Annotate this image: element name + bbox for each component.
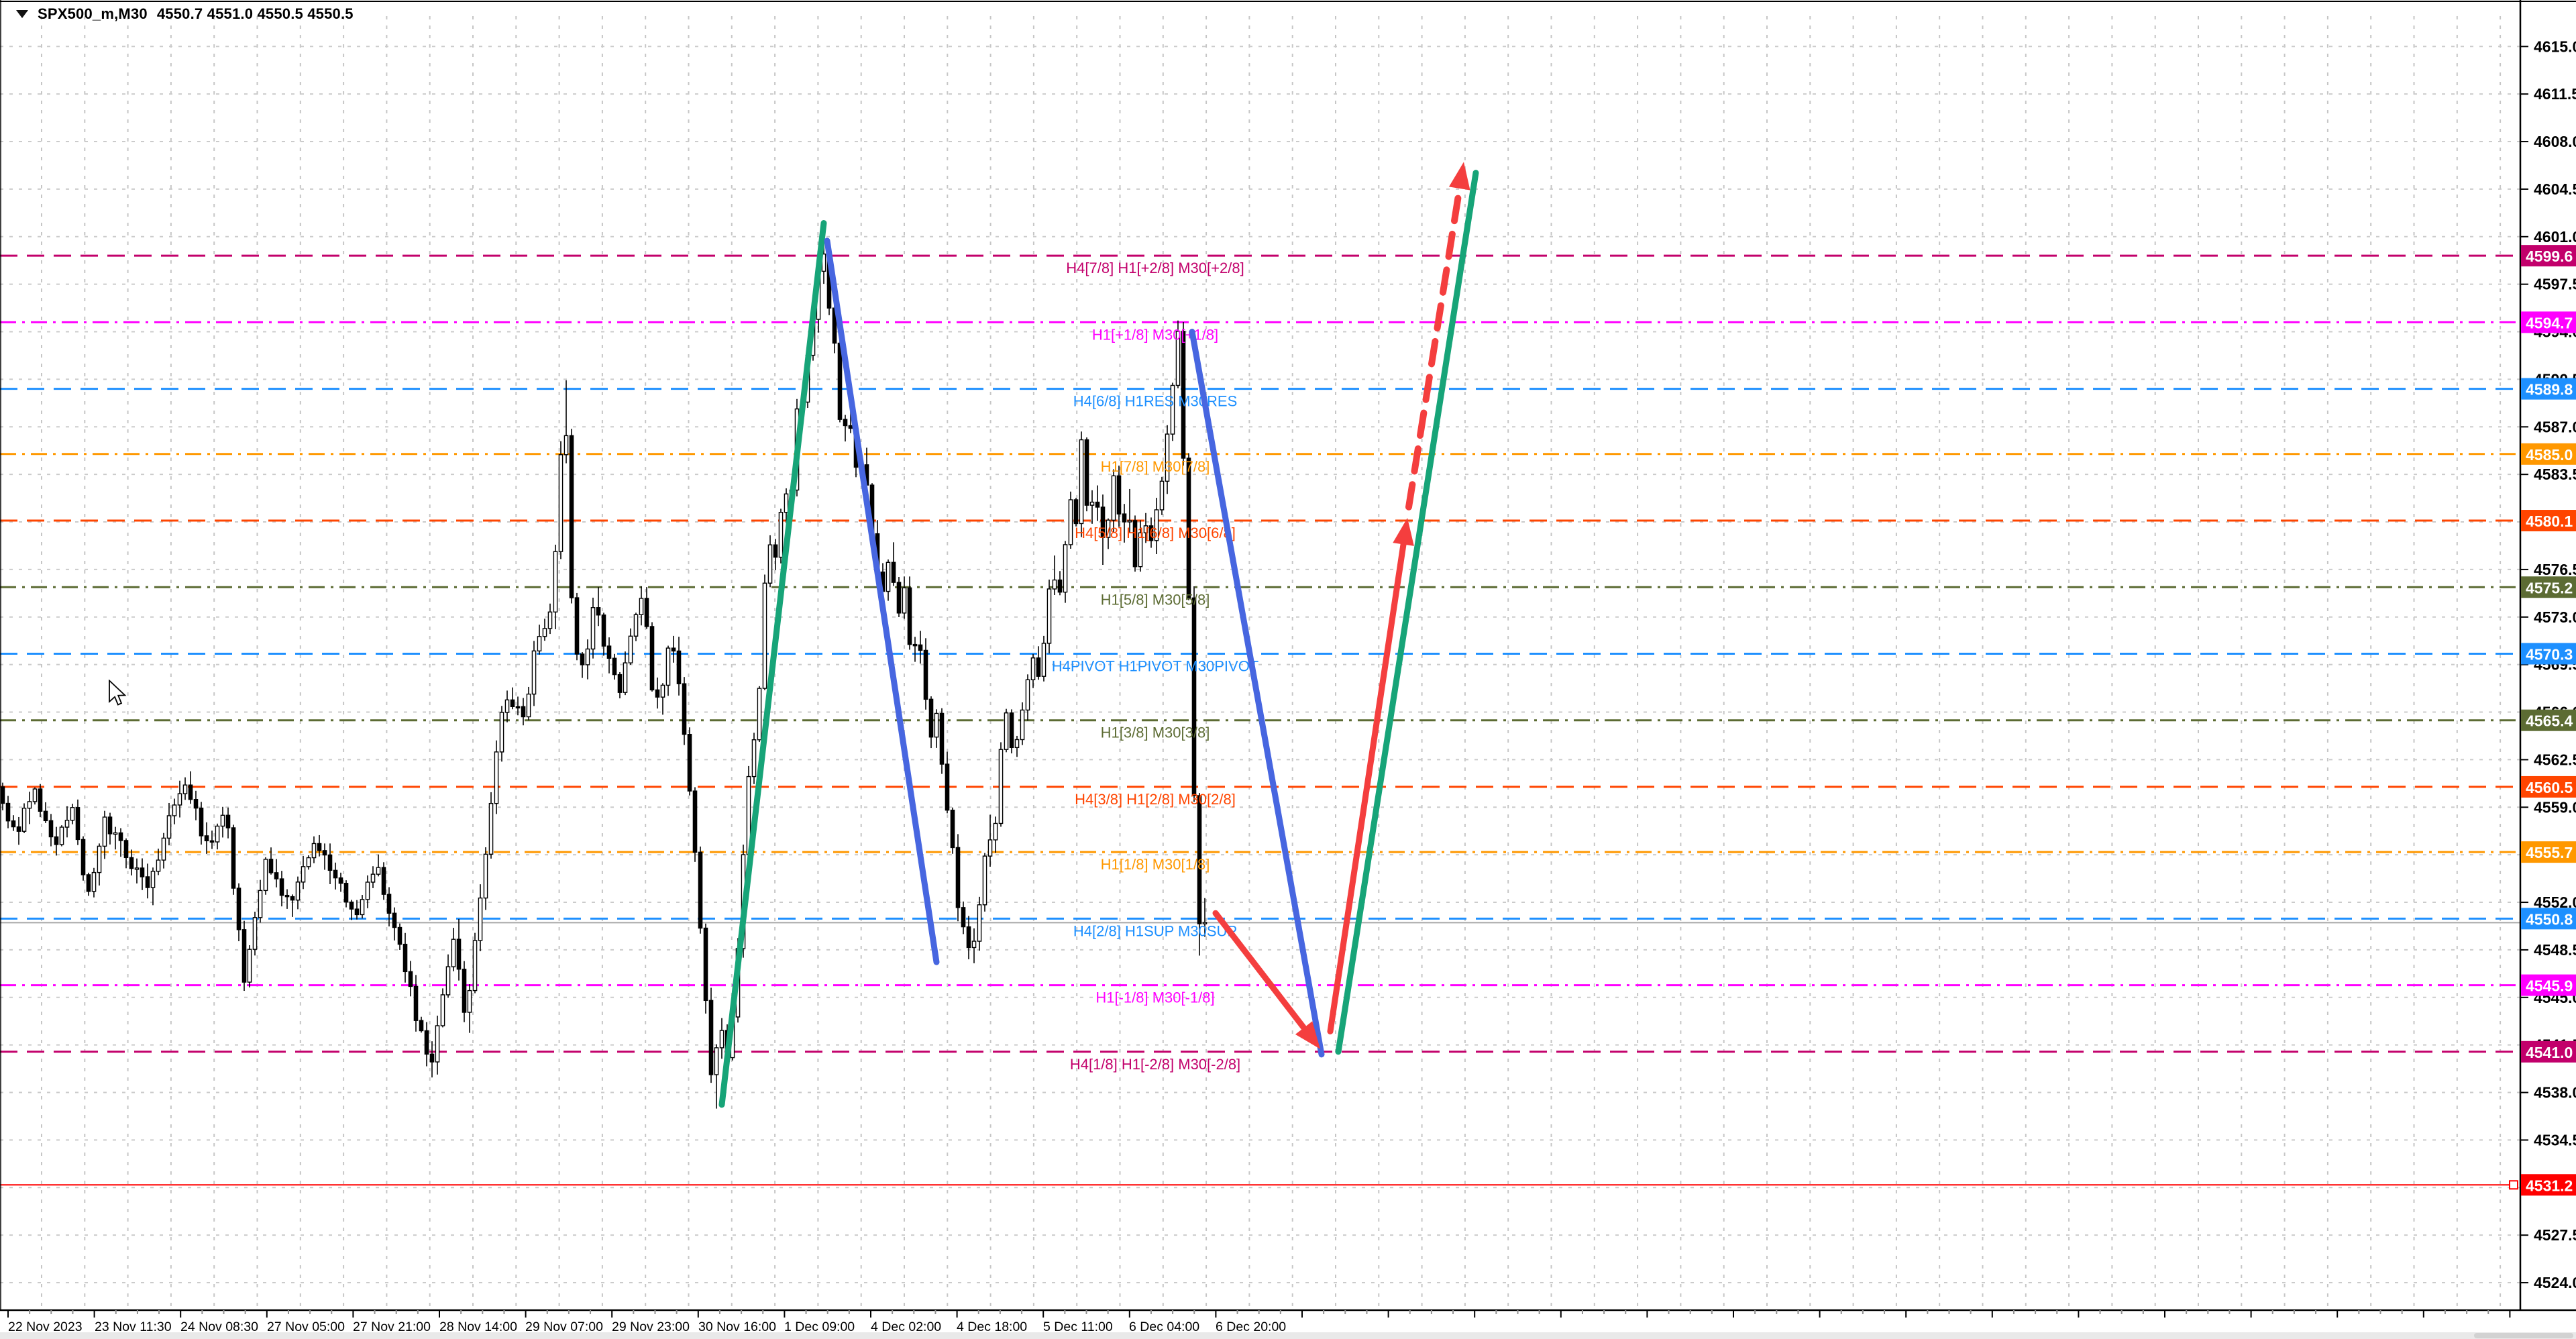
time-tick-label: 22 Nov 2023 (8, 1320, 83, 1334)
svg-text:4594.7: 4594.7 (2526, 314, 2573, 331)
price-tick-label: 4601.0 (2534, 228, 2576, 246)
up-leg-1[interactable] (718, 220, 827, 1108)
price-tick-label: 4587.0 (2534, 418, 2576, 435)
price-tag: 4550.8 (2521, 908, 2576, 930)
chart-frame (0, 0, 2576, 1311)
svg-text:4555.7: 4555.7 (2526, 844, 2573, 861)
chart-ohlc-quote: 4550.7 4551.0 4550.5 4550.5 (156, 5, 354, 22)
price-tag: 4575.2 (2521, 576, 2576, 598)
price-tick-label: 4608.0 (2534, 133, 2576, 150)
svg-text:4589.8: 4589.8 (2526, 381, 2573, 398)
time-tick-label: 24 Nov 08:30 (180, 1320, 258, 1334)
price-tag: 4560.5 (2521, 775, 2576, 798)
chart-menu-arrow-icon[interactable] (16, 10, 28, 18)
grid (0, 16, 2520, 1310)
price-tag: 4545.9 (2521, 974, 2576, 996)
level-label: H4[3/8] H1[2/8] M30[2/8] (1075, 791, 1236, 808)
level-label: H1[+1/8] M30[+1/8] (1092, 326, 1218, 343)
chart-title-bar: SPX500_m,M30 4550.7 4551.0 4550.5 4550.5 (16, 5, 354, 23)
candlesticks (0, 237, 1208, 1109)
price-tick-label: 4562.5 (2534, 751, 2576, 768)
red-dashed-up-arrow[interactable] (1405, 162, 1470, 511)
horizontal-scrollbar-track[interactable] (0, 1332, 2576, 1339)
time-tick-label: 30 Nov 16:00 (698, 1320, 776, 1334)
red-up-arrow[interactable] (1327, 517, 1414, 1034)
price-tick-label: 4611.5 (2534, 85, 2576, 103)
horizontal-line-object[interactable] (0, 1180, 2518, 1190)
time-tick-label: 1 Dec 09:00 (784, 1320, 855, 1334)
svg-text:4565.4: 4565.4 (2526, 712, 2573, 730)
svg-text:4541.0: 4541.0 (2526, 1044, 2573, 1061)
time-tick-label: 28 Nov 14:00 (439, 1320, 517, 1334)
level-label: H1[-1/8] M30[-1/8] (1095, 989, 1214, 1006)
svg-text:4599.6: 4599.6 (2526, 248, 2573, 265)
level-label: H4[7/8] H1[+2/8] M30[+2/8] (1066, 260, 1244, 276)
level-label: H4[6/8] H1RES M30RES (1073, 393, 1238, 410)
time-tick-label: 27 Nov 05:00 (267, 1320, 345, 1334)
svg-text:4550.8: 4550.8 (2526, 910, 2573, 928)
price-tick-label: 4597.5 (2534, 276, 2576, 293)
price-tag: 4585.0 (2521, 443, 2576, 465)
murrey-level-labels: H4[7/8] H1[+2/8] M30[+2/8] H1[+1/8] M30[+… (1052, 260, 1259, 1073)
mouse-cursor-icon (109, 680, 127, 706)
time-tick-label: 6 Dec 04:00 (1129, 1320, 1199, 1334)
price-tick-label: 4573.0 (2534, 608, 2576, 626)
chart-symbol-period: SPX500_m,M30 (38, 5, 148, 22)
price-tick-label: 4604.5 (2534, 180, 2576, 198)
price-tag: 4599.6 (2521, 245, 2576, 267)
horizontal-scrollbar-thumb[interactable] (2474, 1333, 2573, 1338)
level-label: H4[5/8] H1[6/8] M30[6/8] (1075, 525, 1236, 541)
up-leg-2[interactable] (1335, 170, 1479, 1055)
price-tag: 4555.7 (2521, 841, 2576, 863)
price-tick-label: 4583.5 (2534, 466, 2576, 483)
level-label: H1[1/8] M30[1/8] (1101, 856, 1210, 873)
svg-text:4575.2: 4575.2 (2526, 579, 2573, 596)
price-tick-label: 4576.5 (2534, 561, 2576, 578)
murrey-level-lines (0, 254, 2520, 1053)
svg-text:4531.2: 4531.2 (2526, 1177, 2573, 1194)
time-tick-label: 27 Nov 21:00 (353, 1320, 431, 1334)
time-tick-label: 4 Dec 18:00 (957, 1320, 1027, 1334)
time-tick-label: 29 Nov 07:00 (525, 1320, 603, 1334)
price-tick-label: 4527.5 (2534, 1226, 2576, 1244)
price-tick-label: 4524.0 (2534, 1274, 2576, 1291)
level-label: H1[5/8] M30[5/8] (1101, 591, 1210, 608)
price-tick-label: 4559.0 (2534, 798, 2576, 816)
price-tag: 4531.2 (2521, 1174, 2576, 1196)
svg-text:4585.0: 4585.0 (2526, 446, 2573, 464)
price-tag: 4580.1 (2521, 510, 2576, 532)
time-tick-label: 29 Nov 23:00 (612, 1320, 690, 1334)
level-label: H1[3/8] M30[3/8] (1101, 725, 1210, 741)
level-label: H4PIVOT H1PIVOT M30PIVOT (1052, 657, 1259, 674)
price-tick-label: 4538.0 (2534, 1084, 2576, 1102)
red-down-arrow[interactable] (1212, 910, 1320, 1049)
price-tick-label: 4615.0 (2534, 38, 2576, 55)
time-tick-label: 6 Dec 20:00 (1216, 1320, 1286, 1334)
price-tag: 4565.4 (2521, 709, 2576, 731)
level-label: H4[1/8] H1[-2/8] M30[-2/8] (1070, 1056, 1240, 1073)
price-tick-label: 4534.5 (2534, 1131, 2576, 1148)
svg-text:4570.3: 4570.3 (2526, 645, 2573, 663)
price-tag: 4589.8 (2521, 378, 2576, 400)
price-tag: 4570.3 (2521, 643, 2576, 665)
price-tag: 4594.7 (2521, 311, 2576, 333)
price-tag: 4541.0 (2521, 1040, 2576, 1063)
svg-text:4580.1: 4580.1 (2526, 513, 2573, 530)
price-tick-label: 4548.5 (2534, 941, 2576, 959)
svg-text:4560.5: 4560.5 (2526, 779, 2573, 796)
time-axis[interactable]: 22 Nov 2023 23 Nov 11:30 24 Nov 08:30 27 No… (7, 1310, 2511, 1334)
level-label: H1[7/8] M30[7/8] (1101, 458, 1210, 475)
time-tick-label: 4 Dec 02:00 (871, 1320, 941, 1334)
down-leg-2[interactable] (1189, 329, 1325, 1058)
time-tick-label: 23 Nov 11:30 (95, 1320, 172, 1334)
level-label: H4[2/8] H1SUP M30SUP (1073, 922, 1237, 939)
price-axis[interactable]: 4615.0 4611.5 4608.0 4604.5 4601.0 4597.5 4594… (2520, 38, 2576, 1291)
down-leg-1[interactable] (824, 237, 940, 965)
svg-text:4545.9: 4545.9 (2526, 977, 2573, 995)
time-tick-label: 5 Dec 11:00 (1043, 1320, 1113, 1334)
